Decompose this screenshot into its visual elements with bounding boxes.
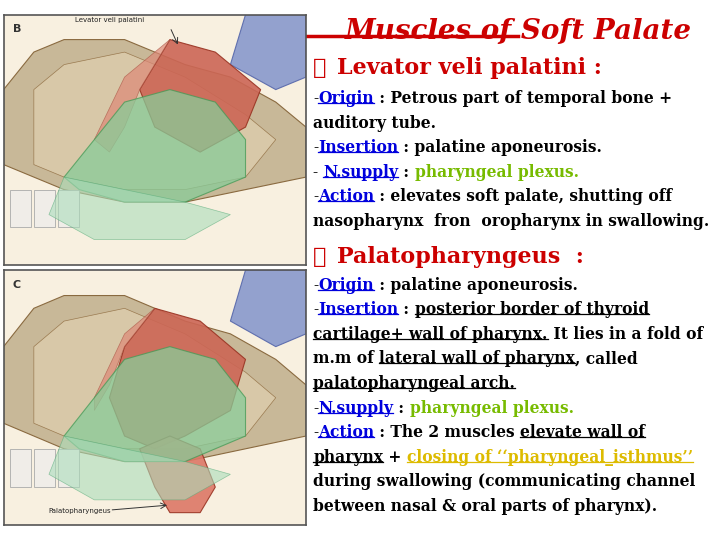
Text: pharyngeal plexus.: pharyngeal plexus. bbox=[410, 400, 574, 416]
Polygon shape bbox=[4, 295, 306, 462]
Polygon shape bbox=[49, 436, 230, 500]
Text: :: : bbox=[393, 400, 410, 416]
Text: Insertion: Insertion bbox=[318, 301, 398, 318]
Polygon shape bbox=[9, 190, 31, 227]
Polygon shape bbox=[64, 347, 246, 462]
Text: m.m of: m.m of bbox=[313, 350, 379, 367]
Text: Palatopharyngeus  :: Palatopharyngeus : bbox=[337, 246, 584, 268]
Text: Levator veli palatini :: Levator veli palatini : bbox=[337, 57, 602, 79]
Text: It lies in a fold of: It lies in a fold of bbox=[548, 326, 703, 343]
Text: pharyngeal plexus.: pharyngeal plexus. bbox=[415, 164, 579, 181]
Text: cartilage+ wall of pharynx.: cartilage+ wall of pharynx. bbox=[313, 326, 548, 343]
Text: Origin: Origin bbox=[318, 90, 374, 107]
Text: :: : bbox=[398, 301, 415, 318]
Text: Levator veli palatini: Levator veli palatini bbox=[75, 17, 144, 23]
Text: N.supply: N.supply bbox=[323, 164, 398, 181]
Text: palatopharyngeal arch.: palatopharyngeal arch. bbox=[313, 375, 515, 392]
Text: -: - bbox=[313, 188, 318, 205]
Polygon shape bbox=[34, 52, 276, 190]
Text: : Petrous part of temporal bone +: : Petrous part of temporal bone + bbox=[374, 90, 672, 107]
Text: Insertion: Insertion bbox=[318, 139, 398, 156]
Text: during swallowing (communicating channel: during swallowing (communicating channel bbox=[313, 473, 696, 490]
Text: C: C bbox=[13, 280, 21, 290]
Text: : palatine aponeurosis.: : palatine aponeurosis. bbox=[374, 276, 578, 294]
Text: : palatine aponeurosis.: : palatine aponeurosis. bbox=[398, 139, 603, 156]
Text: lateral wall of pharynx: lateral wall of pharynx bbox=[379, 350, 575, 367]
Polygon shape bbox=[34, 308, 276, 449]
Text: between nasal & oral parts of pharynx).: between nasal & oral parts of pharynx). bbox=[313, 498, 657, 515]
Text: : elevates soft palate, shutting off: : elevates soft palate, shutting off bbox=[374, 188, 672, 205]
Text: -: - bbox=[313, 400, 318, 416]
Text: B: B bbox=[13, 24, 21, 34]
Polygon shape bbox=[9, 449, 31, 487]
Polygon shape bbox=[64, 90, 246, 202]
Text: Action: Action bbox=[318, 188, 374, 205]
Text: -: - bbox=[313, 164, 323, 181]
Polygon shape bbox=[58, 449, 79, 487]
Polygon shape bbox=[230, 270, 306, 347]
Polygon shape bbox=[34, 449, 55, 487]
Text: ➤: ➤ bbox=[313, 57, 327, 79]
Polygon shape bbox=[140, 39, 261, 152]
Text: -: - bbox=[313, 139, 318, 156]
Polygon shape bbox=[34, 190, 55, 227]
Polygon shape bbox=[4, 39, 306, 202]
Text: Origin: Origin bbox=[318, 276, 374, 294]
Text: Action: Action bbox=[318, 424, 374, 441]
Text: -: - bbox=[313, 90, 318, 107]
Text: elevate wall of: elevate wall of bbox=[521, 424, 645, 441]
Text: auditory tube.: auditory tube. bbox=[313, 115, 436, 132]
Text: Muscles of Soft Palate: Muscles of Soft Palate bbox=[345, 18, 692, 45]
Polygon shape bbox=[94, 308, 155, 410]
Polygon shape bbox=[109, 308, 246, 449]
Text: -: - bbox=[313, 424, 318, 441]
Text: -: - bbox=[313, 276, 318, 294]
Text: closing of ‘‘pharyngeal_isthmus’’: closing of ‘‘pharyngeal_isthmus’’ bbox=[407, 449, 693, 465]
Text: nasopharynx  fron  oropharynx in swallowing.: nasopharynx fron oropharynx in swallowin… bbox=[313, 213, 709, 230]
Polygon shape bbox=[49, 177, 230, 240]
Text: N.supply: N.supply bbox=[318, 400, 393, 416]
Text: +: + bbox=[383, 449, 407, 465]
Text: : The 2 muscles: : The 2 muscles bbox=[374, 424, 521, 441]
Text: ➤: ➤ bbox=[313, 246, 327, 268]
Text: Palatopharyngeus: Palatopharyngeus bbox=[48, 508, 110, 514]
Text: , called: , called bbox=[575, 350, 638, 367]
Polygon shape bbox=[94, 39, 170, 152]
Text: :: : bbox=[398, 164, 415, 181]
Polygon shape bbox=[140, 436, 215, 512]
Polygon shape bbox=[230, 15, 306, 90]
Text: posterior border of thyroid: posterior border of thyroid bbox=[415, 301, 649, 318]
Text: pharynx: pharynx bbox=[313, 449, 383, 465]
Polygon shape bbox=[58, 190, 79, 227]
Text: -: - bbox=[313, 301, 318, 318]
